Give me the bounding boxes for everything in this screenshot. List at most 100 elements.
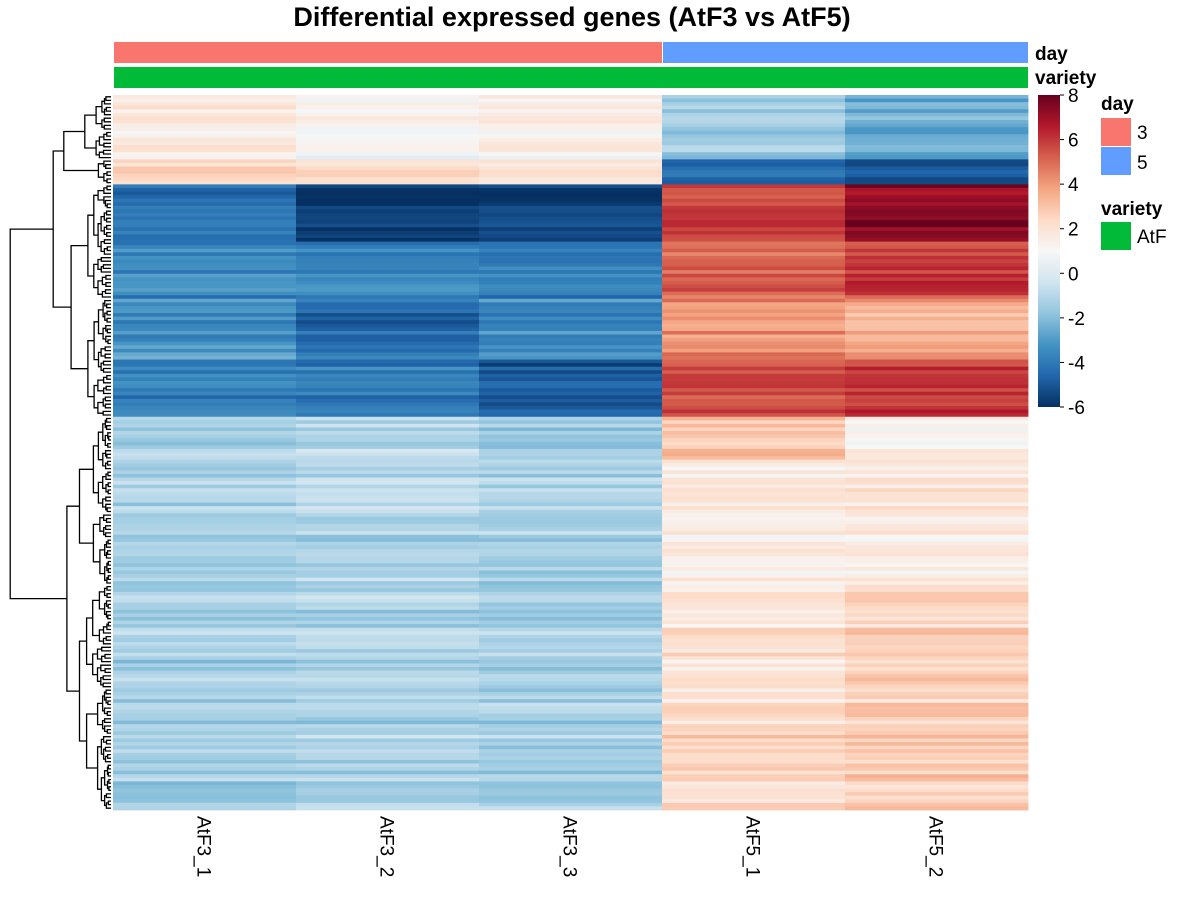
heatmap-cell: [296, 398, 480, 403]
heatmap-cell: [113, 288, 297, 293]
heatmap-cell: [113, 531, 297, 536]
heatmap-cell: [296, 756, 480, 761]
heatmap-cell: [662, 112, 846, 117]
heatmap-cell: [113, 277, 297, 282]
heatmap-cell: [845, 127, 1029, 132]
dendrogram-link: [104, 668, 111, 674]
heatmap-cell: [479, 341, 663, 346]
heatmap-cell: [296, 498, 480, 503]
heatmap-cell: [845, 752, 1029, 757]
heatmap-cell: [479, 238, 663, 242]
dendrogram-link: [106, 131, 111, 137]
heatmap-cell: [662, 413, 846, 418]
heatmap-cell: [845, 259, 1029, 264]
heatmap-cell: [845, 506, 1029, 511]
heatmap-cell: [479, 613, 663, 618]
heatmap-cell: [296, 116, 480, 121]
dendrogram-link: [103, 117, 111, 123]
heatmap-cell: [662, 566, 846, 571]
heatmap-cell: [479, 416, 663, 421]
heatmap-cell: [479, 413, 663, 418]
dendrogram-link: [105, 217, 111, 223]
heatmap-cell: [296, 202, 480, 207]
heatmap-cell: [479, 702, 663, 707]
heatmap-cell: [662, 102, 846, 107]
heatmap-cell: [296, 631, 480, 636]
heatmap-cell: [113, 806, 297, 811]
heatmap-cell: [296, 238, 480, 242]
heatmap-cell: [479, 670, 663, 675]
heatmap-cell: [479, 406, 663, 411]
heatmap-cell: [296, 466, 480, 471]
heatmap-cell: [662, 606, 846, 611]
heatmap-cell: [113, 152, 297, 157]
heatmap-cell: [113, 459, 297, 464]
heatmap-cell: [113, 370, 297, 375]
heatmap-cell: [296, 720, 480, 725]
dendrogram-link: [105, 425, 111, 430]
heatmap-cell: [113, 613, 297, 618]
dendrogram-link: [107, 575, 111, 581]
heatmap-cell: [296, 309, 480, 314]
heatmap-cell: [296, 248, 480, 253]
heatmap-cell: [845, 191, 1029, 196]
heatmap-cell: [296, 330, 480, 335]
heatmap-cell: [662, 488, 846, 493]
heatmap-cell: [113, 792, 297, 797]
heatmap-cell: [113, 456, 297, 461]
heatmap-cell: [296, 441, 480, 446]
heatmap-cell: [296, 137, 480, 142]
heatmap-cell: [296, 355, 480, 360]
dendrogram-link: [99, 549, 105, 575]
heatmap-cell: [296, 491, 480, 496]
heatmap-cell: [296, 291, 480, 296]
heatmap-cell: [662, 692, 846, 696]
heatmap-cell: [113, 388, 297, 393]
heatmap-cell: [296, 373, 480, 378]
heatmap-cell: [296, 366, 480, 371]
colorbar-tick-label: 0: [1068, 264, 1079, 285]
heatmap-cell: [662, 777, 846, 782]
dendrogram-link: [105, 496, 111, 502]
heatmap-cell: [845, 302, 1029, 307]
heatmap-cell: [662, 727, 846, 732]
heatmap-cell: [113, 524, 297, 528]
heatmap-cell: [662, 720, 846, 725]
heatmap-cell: [113, 752, 297, 757]
column-label: AtF3_1: [193, 816, 214, 877]
heatmap-cell: [662, 220, 846, 225]
heatmap-cell: [845, 330, 1029, 335]
heatmap-cell: [113, 549, 297, 554]
heatmap-cell: [113, 788, 297, 793]
heatmap-cell: [113, 145, 297, 150]
heatmap-cell: [662, 470, 846, 475]
heatmap-cell: [479, 634, 663, 639]
heatmap-cell: [479, 223, 663, 228]
dendrogram-link: [105, 164, 111, 169]
heatmap-cell: [113, 527, 297, 532]
heatmap-cell: [296, 255, 480, 260]
heatmap-cell: [479, 145, 663, 150]
heatmap-cell: [479, 95, 663, 99]
dendrogram-link: [105, 274, 111, 280]
heatmap-cell: [113, 609, 297, 614]
heatmap-cell: [479, 127, 663, 132]
heatmap-cell: [662, 130, 846, 135]
heatmap-cell: [296, 134, 480, 139]
heatmap-cell: [479, 291, 663, 296]
heatmap-cell: [296, 252, 480, 257]
heatmap-cell: [296, 323, 480, 328]
heatmap-cell: [662, 327, 846, 332]
heatmap-cell: [479, 552, 663, 557]
heatmap-cell: [845, 359, 1029, 364]
heatmap-cell: [662, 370, 846, 375]
heatmap-cell: [662, 355, 846, 360]
heatmap-cell: [479, 713, 663, 718]
heatmap-cell: [662, 463, 846, 468]
heatmap-cell: [479, 509, 663, 514]
heatmap-cell: [296, 402, 480, 407]
heatmap-cell: [662, 398, 846, 403]
heatmap-cell: [662, 484, 846, 489]
heatmap-cell: [479, 677, 663, 682]
heatmap-cell: [662, 574, 846, 579]
